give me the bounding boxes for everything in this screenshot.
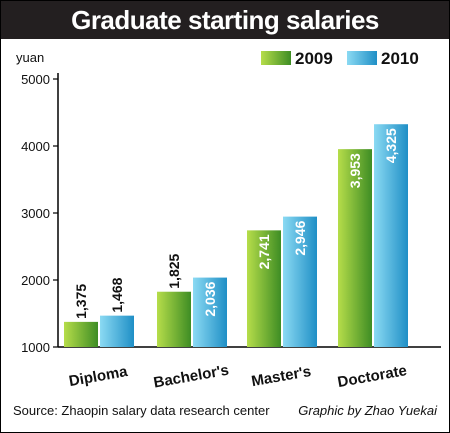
y-axis-label: yuan xyxy=(16,50,44,65)
data-label-2010-3: 4,325 xyxy=(383,128,399,163)
legend-swatch-2009 xyxy=(261,51,291,65)
bar-2009-0 xyxy=(64,321,98,347)
bar-2009-1 xyxy=(157,291,191,347)
category-label-1: Bachelor's xyxy=(152,362,230,392)
y-tick-label: 4000 xyxy=(21,139,50,154)
data-label-2009-2: 2,741 xyxy=(256,234,272,269)
y-tick-label: 5000 xyxy=(21,72,50,87)
graphic-credit: Graphic by Zhao Yuekai xyxy=(298,403,437,418)
legend: 2009 2010 xyxy=(261,49,419,68)
y-tick-label: 3000 xyxy=(21,206,50,221)
category-label-2: Master's xyxy=(250,363,312,390)
bar-2010-2 xyxy=(283,216,317,347)
axes: 1000 2000 3000 4000 5000 yuan xyxy=(16,50,441,355)
bars: 1,375 1,468 Diploma 1,825 2,036 Bachelor's 2,7… xyxy=(64,124,408,392)
source-note: Source: Zhaopin salary data research cen… xyxy=(13,403,270,418)
data-label-2010-2: 2,946 xyxy=(292,220,308,255)
data-label-2009-1: 1,825 xyxy=(166,253,182,288)
category-label-0: Diploma xyxy=(68,363,130,390)
bar-2009-2 xyxy=(247,230,281,347)
chart-title: Graduate starting salaries xyxy=(71,4,379,35)
bar-2009-3 xyxy=(338,149,372,347)
bar-chart: 1000 2000 3000 4000 5000 yuan 1,375 1,468 Diplo… xyxy=(16,49,441,392)
legend-label-2009: 2009 xyxy=(295,49,333,68)
title-bar: Graduate starting salaries xyxy=(1,1,449,39)
y-tick-label: 2000 xyxy=(21,273,50,288)
bar-2010-3 xyxy=(374,124,408,347)
bar-2010-0 xyxy=(100,315,134,347)
category-label-3: Doctorate xyxy=(336,362,408,391)
data-label-2010-1: 2,036 xyxy=(202,281,218,316)
data-label-2009-3: 3,953 xyxy=(347,153,363,188)
data-label-2009-0: 1,375 xyxy=(73,284,89,319)
legend-swatch-2010 xyxy=(347,51,377,65)
y-tick-label: 1000 xyxy=(21,340,50,355)
legend-label-2010: 2010 xyxy=(381,49,419,68)
data-label-2010-0: 1,468 xyxy=(109,277,125,312)
bar-2010-1 xyxy=(193,277,227,347)
